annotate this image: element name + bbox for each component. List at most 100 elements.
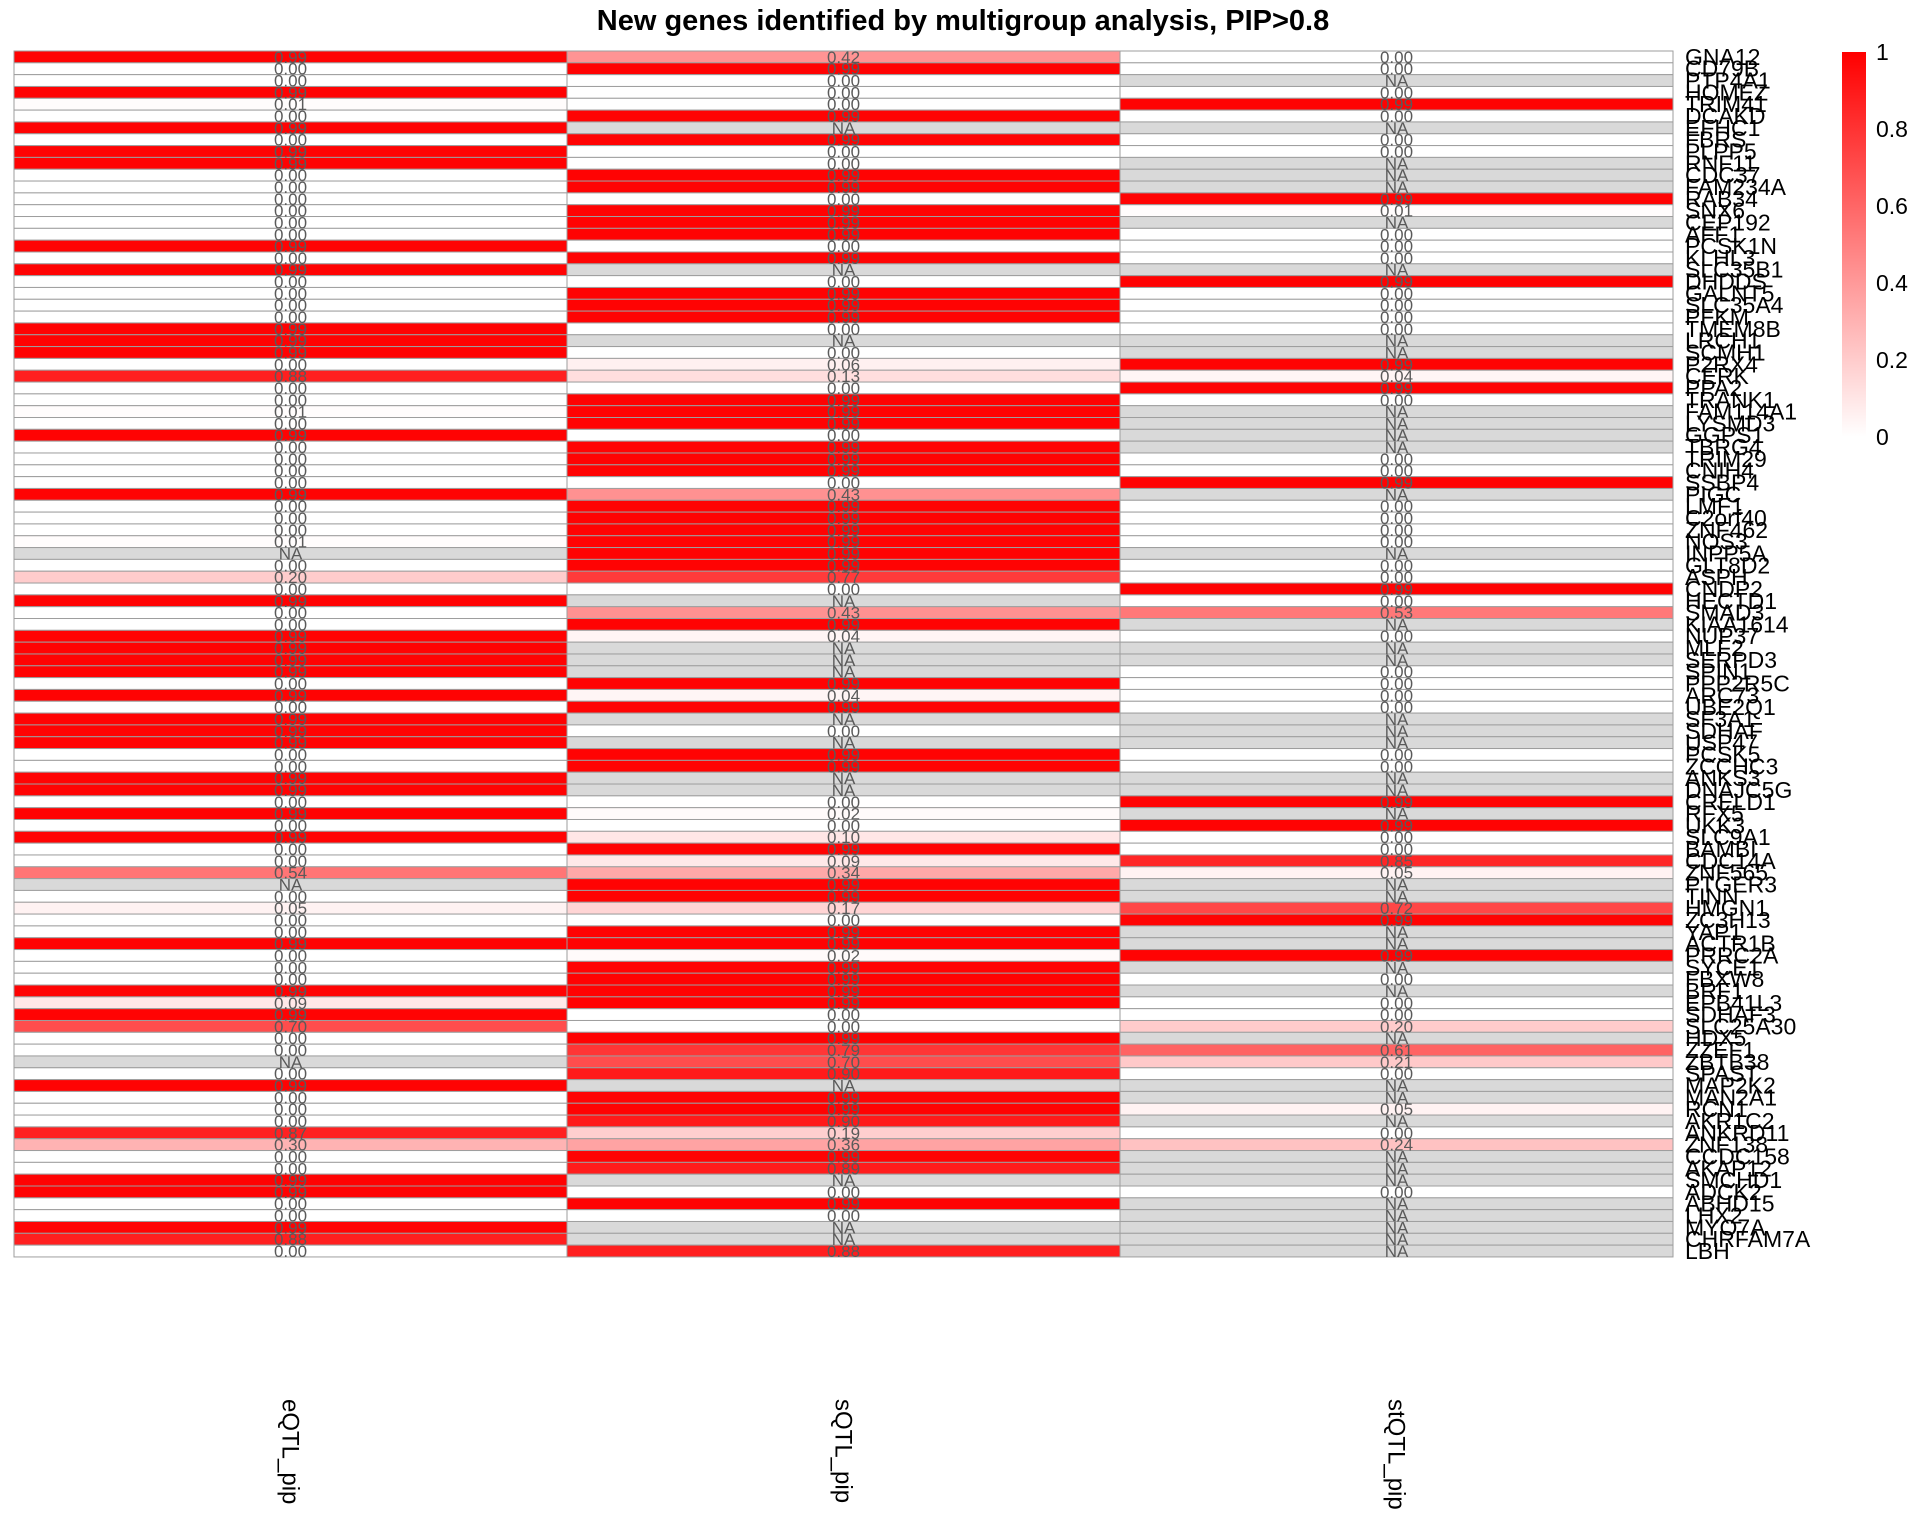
cell-value-label: NA [1385, 710, 1409, 729]
cell-value-label: 0.99 [827, 698, 860, 717]
cell-value-label: 0.00 [274, 308, 307, 327]
cell-value-label: 0.99 [827, 509, 860, 528]
cell-value-label: NA [1385, 72, 1409, 91]
row-label: ASPH [1685, 564, 1748, 590]
cell-value-label: 0.99 [1380, 95, 1413, 114]
cell-value-label: 0.99 [1380, 379, 1413, 398]
cell-value-label: 0.99 [827, 213, 860, 232]
cell-value-label: 0.00 [1380, 462, 1413, 481]
cell-value-label: NA [1385, 1147, 1409, 1166]
cell-value-label: 0.10 [827, 828, 860, 847]
cell-value-label: NA [1385, 876, 1409, 895]
row-label: ZNF462 [1685, 517, 1768, 543]
cell-value-label: NA [832, 1230, 856, 1249]
row-label: SLC35B1 [1685, 257, 1783, 283]
row-label: PPP2R5C [1685, 671, 1790, 697]
row-label: SLC9A1 [1685, 824, 1771, 850]
cell-value-label: 0.99 [274, 722, 307, 741]
row-label: AKR1C2 [1685, 1108, 1774, 1134]
cell-value-label: NA [832, 781, 856, 800]
cell-value-label: 0.00 [827, 474, 860, 493]
row-label: SMCHD1 [1685, 1167, 1782, 1193]
cell-value-label: 0.00 [1380, 296, 1413, 315]
cell-value-label: 0.99 [1380, 793, 1413, 812]
row-label: CHRFAM7A [1685, 1226, 1811, 1252]
cell-value-label: NA [1385, 438, 1409, 457]
cell-value-label: 0.00 [274, 497, 307, 516]
cell-value-label: NA [1385, 722, 1409, 741]
row-label: ABHD15 [1685, 1191, 1774, 1217]
cell-value-label: 0.00 [274, 296, 307, 315]
cell-value-label: 0.99 [274, 828, 307, 847]
cell-value-label: 0.00 [274, 107, 307, 126]
cell-value-label: 0.99 [274, 781, 307, 800]
row-label: CERK [1685, 363, 1750, 389]
cell-value-label: 0.54 [274, 864, 307, 883]
row-label: HECTD1 [1685, 588, 1777, 614]
row-label: MYO7A [1685, 1214, 1766, 1240]
cell-value-label: 0.00 [827, 379, 860, 398]
cell-value-label: 0.99 [827, 958, 860, 977]
cell-value-label: NA [279, 876, 303, 895]
cell-value-label: 0.99 [1380, 474, 1413, 493]
row-label: KLHL3 [1685, 245, 1755, 271]
cell-value-label: 0.00 [1380, 533, 1413, 552]
row-label: ANKS3 [1685, 765, 1760, 791]
row-label: PCSK5 [1685, 741, 1760, 767]
cell-value-label: 0.99 [827, 615, 860, 634]
cell-value-label: 0.00 [1380, 828, 1413, 847]
cell-value-label: 0.00 [274, 923, 307, 942]
cell-value-label: NA [1385, 119, 1409, 138]
row-label: SDHAF [1685, 718, 1763, 744]
cell-value-label: 0.99 [274, 769, 307, 788]
cell-value-label: 0.99 [827, 970, 860, 989]
cell-value-label: 0.00 [827, 722, 860, 741]
row-label: GNA12 [1685, 44, 1760, 70]
cell-value-label: 0.05 [1380, 864, 1413, 883]
row-label: SPIN1 [1685, 659, 1751, 685]
cell-value-label: 0.99 [827, 994, 860, 1013]
cell-value-label: 0.00 [1380, 568, 1413, 587]
cell-value-label: 0.99 [274, 1183, 307, 1202]
cell-value-label: NA [832, 651, 856, 670]
cell-value-label: 0.99 [1380, 580, 1413, 599]
cell-value-label: 0.00 [274, 887, 307, 906]
cell-value-label: 0.70 [274, 1017, 307, 1036]
row-label: FAM234A [1685, 174, 1787, 200]
cell-value-label: 0.00 [1380, 60, 1413, 79]
cell-value-label: 0.00 [1380, 757, 1413, 776]
cell-value-label: 0.00 [274, 580, 307, 599]
cell-value-label: 0.00 [274, 1029, 307, 1048]
cell-value-label: 0.00 [274, 911, 307, 930]
cell-value-label: NA [1385, 1088, 1409, 1107]
cell-value-label: 0.36 [827, 1136, 860, 1155]
cell-value-label: 0.87 [274, 1124, 307, 1143]
cell-value-label: 0.00 [827, 911, 860, 930]
cell-value-label: 0.00 [274, 615, 307, 634]
cell-value-label: 0.00 [274, 556, 307, 575]
row-label: TRIM41 [1685, 91, 1767, 117]
cell-value-label: NA [832, 639, 856, 658]
cell-value-label: 0.00 [827, 580, 860, 599]
cell-value-label: 0.00 [827, 72, 860, 91]
row-label: HMGN1 [1685, 895, 1768, 921]
cell-value-label: 0.99 [827, 521, 860, 540]
cell-value-label: 0.00 [1380, 83, 1413, 102]
cell-value-label: 0.99 [827, 249, 860, 268]
row-label: MLF2 [1685, 635, 1744, 661]
cell-value-label: 0.99 [827, 202, 860, 221]
row-label: LBH [1685, 1238, 1730, 1264]
cell-value-label: 0.99 [827, 225, 860, 244]
cell-value-label: 0.99 [274, 1218, 307, 1237]
cell-value-label: NA [832, 769, 856, 788]
row-label: UBE2Q1 [1685, 694, 1776, 720]
cell-value-label: 0.00 [827, 320, 860, 339]
row-label: LYSMD3 [1685, 410, 1775, 436]
row-label: ZNF565 [1685, 860, 1768, 886]
cell-value-label: NA [1385, 769, 1409, 788]
row-label: CDC14A [1685, 848, 1776, 874]
row-label: ZC3H13 [1685, 907, 1771, 933]
cell-value-label: 0.00 [274, 166, 307, 185]
row-label: SMAD3 [1685, 600, 1764, 626]
cell-value-label: 0.00 [274, 178, 307, 197]
